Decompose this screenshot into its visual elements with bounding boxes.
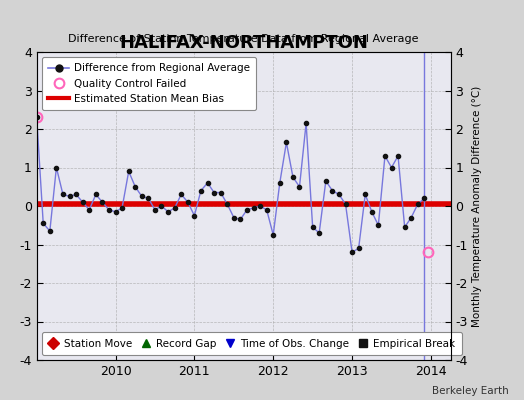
Text: Difference of Station Temperature Data from Regional Average: Difference of Station Temperature Data f… bbox=[69, 34, 419, 44]
Legend: Station Move, Record Gap, Time of Obs. Change, Empirical Break: Station Move, Record Gap, Time of Obs. C… bbox=[42, 332, 462, 355]
Y-axis label: Monthly Temperature Anomaly Difference (°C): Monthly Temperature Anomaly Difference (… bbox=[472, 85, 482, 327]
Text: Berkeley Earth: Berkeley Earth bbox=[432, 386, 508, 396]
Title: HALIFAX-NORTHAMPTON: HALIFAX-NORTHAMPTON bbox=[119, 34, 368, 52]
